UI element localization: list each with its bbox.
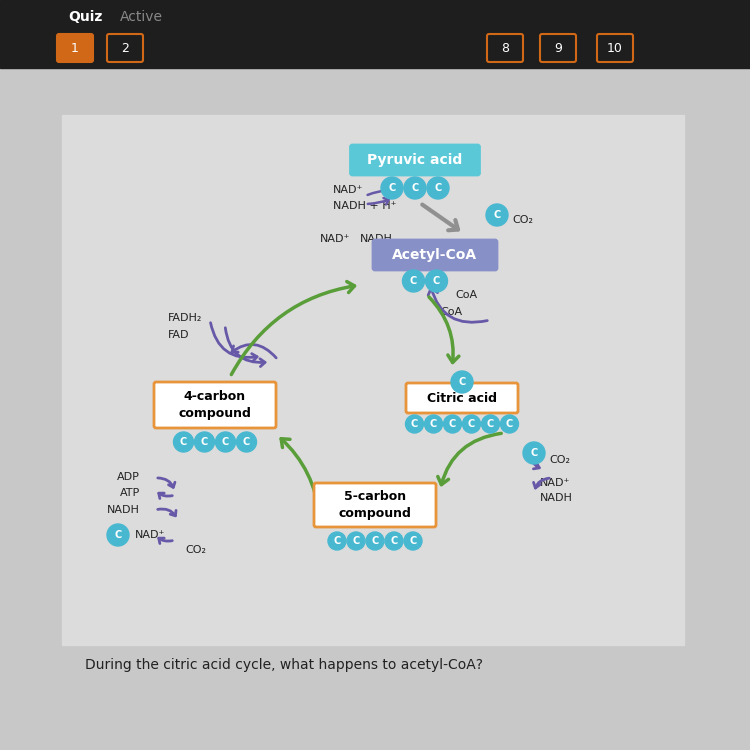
Text: C: C bbox=[487, 419, 494, 429]
Text: C: C bbox=[222, 437, 230, 447]
Text: Active: Active bbox=[120, 10, 163, 24]
Circle shape bbox=[424, 415, 442, 433]
Text: CoA: CoA bbox=[455, 290, 477, 300]
Text: C: C bbox=[530, 448, 538, 458]
Text: C: C bbox=[458, 377, 466, 387]
Text: C: C bbox=[388, 183, 396, 193]
Text: Citric acid: Citric acid bbox=[427, 392, 497, 404]
Text: Quiz: Quiz bbox=[68, 10, 102, 24]
Circle shape bbox=[404, 532, 422, 550]
Text: FAD: FAD bbox=[168, 330, 190, 340]
Circle shape bbox=[107, 524, 129, 546]
Text: C: C bbox=[430, 419, 437, 429]
Text: NAD⁺: NAD⁺ bbox=[333, 185, 363, 195]
Text: CO₂: CO₂ bbox=[549, 455, 570, 465]
Text: NAD⁺: NAD⁺ bbox=[320, 234, 350, 244]
Circle shape bbox=[482, 415, 500, 433]
Circle shape bbox=[347, 532, 365, 550]
Text: C: C bbox=[243, 437, 250, 447]
Circle shape bbox=[486, 204, 508, 226]
Circle shape bbox=[381, 177, 403, 199]
Text: C: C bbox=[180, 437, 188, 447]
FancyBboxPatch shape bbox=[57, 34, 93, 62]
FancyBboxPatch shape bbox=[314, 483, 436, 527]
Text: 10: 10 bbox=[607, 41, 623, 55]
Circle shape bbox=[443, 415, 461, 433]
Text: C: C bbox=[410, 536, 417, 546]
FancyBboxPatch shape bbox=[406, 383, 518, 413]
Circle shape bbox=[523, 442, 545, 464]
Text: C: C bbox=[410, 276, 417, 286]
Text: FADH₂: FADH₂ bbox=[168, 313, 202, 323]
Text: NAD⁺: NAD⁺ bbox=[135, 530, 165, 540]
Text: ATP: ATP bbox=[120, 488, 140, 498]
Text: C: C bbox=[333, 536, 340, 546]
FancyBboxPatch shape bbox=[597, 34, 633, 62]
Text: 5-carbon
compound: 5-carbon compound bbox=[338, 490, 412, 520]
Text: 4-carbon
compound: 4-carbon compound bbox=[178, 391, 251, 419]
Text: C: C bbox=[390, 536, 398, 546]
Text: 9: 9 bbox=[554, 41, 562, 55]
Text: During the citric acid cycle, what happens to acetyl-CoA?: During the citric acid cycle, what happe… bbox=[85, 658, 483, 672]
Text: C: C bbox=[352, 536, 360, 546]
Text: CoA: CoA bbox=[440, 307, 462, 317]
Text: Pyruvic acid: Pyruvic acid bbox=[368, 153, 463, 167]
Text: C: C bbox=[434, 183, 442, 193]
Text: C: C bbox=[494, 210, 501, 220]
Circle shape bbox=[500, 415, 518, 433]
Circle shape bbox=[194, 432, 214, 452]
Text: Acetyl-CoA: Acetyl-CoA bbox=[392, 248, 478, 262]
Text: CO₂: CO₂ bbox=[185, 545, 206, 555]
Circle shape bbox=[404, 177, 426, 199]
Text: C: C bbox=[433, 276, 440, 286]
Circle shape bbox=[328, 532, 346, 550]
Bar bbox=[0, 0, 750, 68]
Circle shape bbox=[427, 177, 449, 199]
Text: NADH: NADH bbox=[360, 234, 393, 244]
Text: C: C bbox=[506, 419, 513, 429]
Text: C: C bbox=[468, 419, 476, 429]
FancyBboxPatch shape bbox=[487, 34, 523, 62]
Text: CO₂: CO₂ bbox=[512, 215, 533, 225]
Text: NAD⁺: NAD⁺ bbox=[540, 478, 570, 488]
Text: C: C bbox=[371, 536, 379, 546]
Text: C: C bbox=[411, 419, 419, 429]
Circle shape bbox=[366, 532, 384, 550]
Circle shape bbox=[463, 415, 481, 433]
FancyBboxPatch shape bbox=[540, 34, 576, 62]
Circle shape bbox=[215, 432, 236, 452]
Text: C: C bbox=[201, 437, 208, 447]
FancyBboxPatch shape bbox=[107, 34, 143, 62]
Text: C: C bbox=[411, 183, 419, 193]
Circle shape bbox=[451, 371, 473, 393]
Text: C: C bbox=[448, 419, 456, 429]
Text: NADH: NADH bbox=[107, 505, 140, 515]
Text: 8: 8 bbox=[501, 41, 509, 55]
Circle shape bbox=[403, 270, 424, 292]
Circle shape bbox=[236, 432, 256, 452]
Text: 1: 1 bbox=[71, 41, 79, 55]
FancyBboxPatch shape bbox=[373, 240, 497, 270]
Text: NADH + H⁺: NADH + H⁺ bbox=[333, 201, 397, 211]
Circle shape bbox=[173, 432, 194, 452]
Text: 2: 2 bbox=[121, 41, 129, 55]
Text: C: C bbox=[114, 530, 122, 540]
Circle shape bbox=[385, 532, 403, 550]
Circle shape bbox=[425, 270, 448, 292]
FancyBboxPatch shape bbox=[154, 382, 276, 428]
FancyBboxPatch shape bbox=[350, 145, 479, 175]
Text: NADH: NADH bbox=[540, 493, 573, 503]
Text: ADP: ADP bbox=[117, 472, 140, 482]
Circle shape bbox=[406, 415, 424, 433]
Bar bbox=[62, 115, 684, 645]
